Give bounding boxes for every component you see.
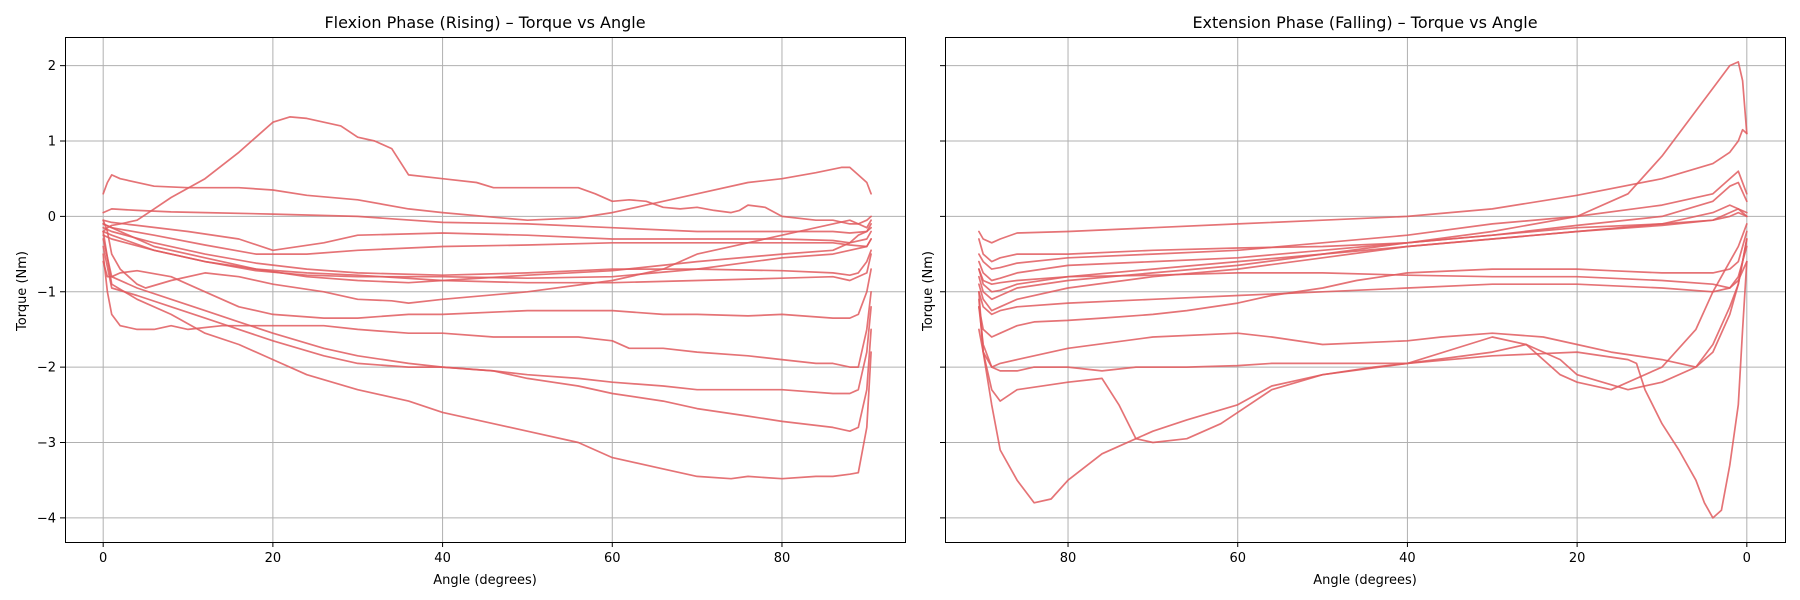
- flexion-chart-y-tick-label: −1: [37, 285, 56, 300]
- extension-chart-grid: [945, 37, 1785, 542]
- flexion-chart-series-line-4: [102, 219, 872, 252]
- extension-chart-x-tick-label: 80: [1060, 551, 1077, 566]
- extension-chart-plot-frame: [945, 37, 1786, 543]
- flexion-chart-xlabel: Angle (degrees): [433, 573, 537, 588]
- extension-chart-x-tick-label: 0: [1743, 551, 1751, 566]
- extension-chart-series-line-3: [978, 170, 1748, 270]
- extension-chart-x-tick-label: 40: [1399, 551, 1416, 566]
- flexion-chart-series-line-11: [102, 260, 872, 319]
- flexion-chart-y-tick-label: −4: [37, 511, 56, 526]
- extension-chart-series-line-2: [978, 61, 1748, 263]
- flexion-chart-y-tick-label: 2: [48, 59, 56, 74]
- flexion-chart-series-line-9: [102, 223, 872, 284]
- flexion-chart-series-line-12: [102, 253, 872, 368]
- flexion-chart-x-tick-label: 80: [774, 551, 791, 566]
- flexion-chart-x-tick-label: 40: [434, 551, 451, 566]
- flexion-chart-x-tick-label: 60: [604, 551, 621, 566]
- flexion-chart-ticks: 0 20 40 60 80 2 1 0 −1 −2 −3 −4: [37, 59, 790, 566]
- flexion-chart-series-line-1: [102, 116, 872, 233]
- flexion-chart-x-tick-label: 0: [99, 551, 107, 566]
- flexion-chart-y-tick-label: −2: [37, 361, 56, 376]
- flexion-chart-series-line-3: [102, 208, 872, 234]
- extension-chart-series-line-10: [978, 230, 1748, 338]
- flexion-chart-series-line-15: [102, 230, 872, 480]
- extension-chart-series-line-1: [978, 128, 1748, 244]
- flexion-chart-series-line-7: [102, 230, 872, 284]
- extension-chart-series-line-7: [978, 208, 1748, 312]
- extension-chart-series-line-8: [978, 245, 1748, 289]
- extension-chart-xlabel: Angle (degrees): [1313, 573, 1417, 588]
- extension-chart-series-line-4: [978, 181, 1748, 282]
- extension-chart-ylabel: Torque (Nm): [921, 251, 936, 332]
- extension-chart-series-line-14: [978, 260, 1748, 519]
- flexion-chart-series-line-8: [102, 226, 872, 277]
- flexion-chart-series-group: [102, 116, 872, 480]
- extension-chart: Extension Phase (Falling) – Torque vs An…: [921, 13, 1786, 588]
- flexion-chart-y-tick-label: −3: [37, 436, 56, 451]
- flexion-chart-series-line-5: [102, 223, 872, 255]
- flexion-chart: Flexion Phase (Rising) – Torque vs Angle…: [15, 13, 906, 588]
- flexion-chart-series-line-13: [102, 238, 872, 395]
- flexion-chart-y-tick-label: 1: [48, 135, 56, 150]
- flexion-chart-y-tick-label: 0: [48, 210, 56, 225]
- extension-chart-title: Extension Phase (Falling) – Torque vs An…: [1192, 13, 1537, 32]
- extension-chart-x-tick-label: 60: [1229, 551, 1246, 566]
- flexion-chart-ylabel: Torque (Nm): [15, 251, 30, 332]
- flexion-chart-x-tick-label: 20: [265, 551, 282, 566]
- extension-chart-series-line-12: [978, 223, 1748, 391]
- extension-chart-series-line-11: [978, 238, 1748, 368]
- extension-chart-series-line-6: [978, 211, 1748, 301]
- extension-chart-series-line-9: [978, 260, 1748, 316]
- extension-chart-series-group: [978, 61, 1748, 519]
- extension-chart-ticks: 80 60 40 20 0: [940, 65, 1751, 566]
- flexion-chart-plot-frame: [65, 37, 906, 543]
- flexion-chart-title: Flexion Phase (Rising) – Torque vs Angle: [324, 13, 645, 32]
- flexion-chart-series-line-14: [102, 245, 872, 433]
- flexion-chart-series-line-10: [102, 219, 872, 304]
- flexion-chart-series-line-2: [102, 166, 872, 222]
- extension-chart-x-tick-label: 20: [1569, 551, 1586, 566]
